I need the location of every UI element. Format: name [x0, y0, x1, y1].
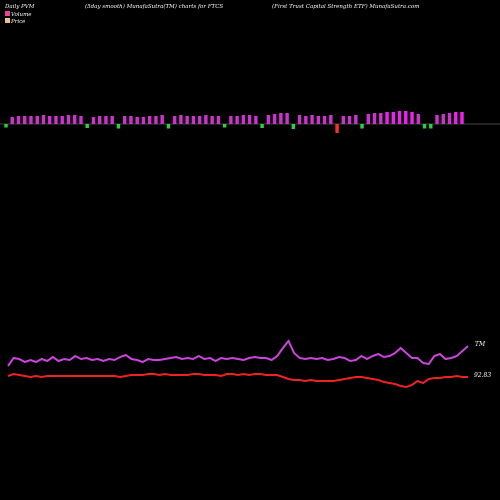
- pvm-bar: [360, 124, 364, 129]
- header-left: Daily PVM: [4, 4, 35, 10]
- pvm-bar: [341, 116, 346, 124]
- pvm-bar: [397, 111, 402, 124]
- pvm-bar: [329, 115, 333, 124]
- pvm-bar: [254, 116, 258, 124]
- pvm-bar: [416, 114, 420, 124]
- pvm-bar: [404, 111, 408, 124]
- pvm-bar: [297, 115, 302, 124]
- pvm-bar: [129, 116, 133, 124]
- pvm-bar: [429, 124, 433, 129]
- pvm-line-end-label: TM: [475, 341, 486, 348]
- pvm-bar: [66, 115, 71, 124]
- pvm-bar: [347, 116, 352, 124]
- pvm-bar: [10, 117, 14, 124]
- pvm-bar: [110, 116, 114, 124]
- pvm-bar: [116, 124, 121, 129]
- pvm-bar: [379, 113, 383, 124]
- pvm-bar: [260, 124, 264, 128]
- pvm-bar: [391, 112, 396, 124]
- pvm-bar: [122, 116, 127, 124]
- pvm-bar: [447, 113, 452, 124]
- pvm-bar: [229, 116, 233, 124]
- pvm-bar: [266, 115, 271, 124]
- pvm-bar: [310, 115, 314, 124]
- pvm-bar: [104, 116, 108, 124]
- pvm-bar: [41, 115, 46, 124]
- pvm-bar: [147, 116, 152, 124]
- pvm-bar: [172, 116, 177, 124]
- pvm-bar: [197, 116, 202, 124]
- pvm-bar: [91, 117, 96, 124]
- pvm-bar: [279, 113, 283, 124]
- pvm-bar: [4, 124, 8, 128]
- pvm-bar: [316, 116, 321, 124]
- pvm-bar: [48, 116, 52, 124]
- pvm-bar: [210, 116, 214, 124]
- pvm-bar: [372, 113, 377, 124]
- pvm-bar: [422, 124, 427, 129]
- pvm-bar: [23, 116, 27, 124]
- pvm-bar: [97, 116, 102, 124]
- legend-volume-swatch: [5, 11, 10, 16]
- pvm-bar: [291, 124, 296, 129]
- pvm-bar: [460, 112, 464, 124]
- pvm-bar: [454, 112, 458, 124]
- pvm-bar: [135, 117, 139, 124]
- pvm-bar: [60, 116, 64, 124]
- pvm-bars: [4, 111, 464, 133]
- pvm-bar: [410, 112, 414, 124]
- pvm-bar: [16, 116, 21, 124]
- pvm-bar: [304, 116, 308, 124]
- pvm-bar: [179, 115, 183, 124]
- pvm-bar: [235, 116, 239, 124]
- pvm-bar: [222, 124, 227, 128]
- pvm-bar: [29, 116, 33, 124]
- legend-price-label: Price: [10, 19, 26, 25]
- pvm-bar: [54, 116, 58, 124]
- pvm-bar: [141, 117, 146, 124]
- pvm-bar: [166, 124, 171, 129]
- price-line: [7, 372, 468, 389]
- legend-volume-label: Volume: [11, 12, 32, 18]
- legend-price-swatch: [5, 18, 10, 23]
- pvm-bar: [185, 116, 189, 124]
- pvm-bar: [72, 115, 77, 124]
- pvm-bar: [272, 114, 277, 124]
- pvm-line: [7, 339, 469, 367]
- pvm-bar: [85, 124, 89, 128]
- pvm-bar: [354, 115, 358, 124]
- pvm-bar: [191, 116, 196, 124]
- pvm-bar: [204, 115, 208, 124]
- pvm-bar: [366, 114, 371, 124]
- pvm-bar: [160, 115, 164, 124]
- header-right: (First Trust Capital Strength ETF) Munaf…: [272, 3, 419, 10]
- pvm-bar: [216, 116, 221, 124]
- pvm-bar: [247, 115, 252, 124]
- pvm-bar: [322, 116, 327, 124]
- header-center: (5day smooth) MunafaSutra(TM) charts for…: [85, 3, 223, 10]
- pvm-bar: [435, 115, 439, 124]
- pvm-bar: [35, 116, 39, 124]
- pvm-bar: [385, 112, 389, 124]
- pvm-bar: [79, 116, 83, 124]
- price-line-end-label: 92.83: [474, 372, 491, 379]
- pvm-bar: [441, 114, 445, 124]
- pvm-bar: [335, 124, 339, 133]
- pvm-bar: [285, 113, 289, 124]
- pvm-bar: [241, 115, 246, 124]
- pvm-bar: [154, 116, 158, 124]
